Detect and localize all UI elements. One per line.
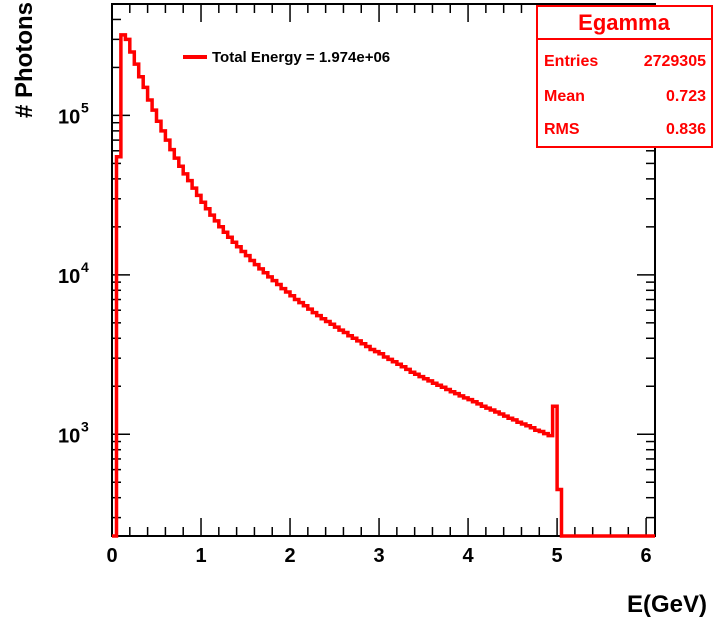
plot-frame xyxy=(111,3,656,537)
y-tick-label-exponent: 5 xyxy=(81,99,89,115)
legend-label: Total Energy = 1.974e+06 xyxy=(212,49,390,66)
x-tick-label: 4 xyxy=(463,545,475,567)
stats-mean-value: 0.723 xyxy=(666,88,706,105)
x-tick-label: 1 xyxy=(195,545,206,567)
histogram-series-line xyxy=(112,33,655,538)
y-axis-title: # Photons xyxy=(11,2,38,118)
stats-box-title: Egamma xyxy=(578,10,670,35)
stats-rms-label: RMS xyxy=(544,121,580,138)
legend: Total Energy = 1.974e+06 xyxy=(183,49,390,66)
y-tick-label: 10 3 xyxy=(58,418,89,447)
y-tick-label: 10 5 xyxy=(58,99,89,128)
y-tick-label-exponent: 3 xyxy=(81,418,89,434)
stats-entries-value: 2729305 xyxy=(644,53,706,70)
stats-box-frame xyxy=(536,5,713,148)
stats-mean-label: Mean xyxy=(544,88,585,105)
x-tick-label: 0 xyxy=(106,545,117,567)
x-tick-label: 5 xyxy=(552,545,563,567)
stats-box: Egamma Entries 2729305 Mean 0.723 RMS 0.… xyxy=(536,5,713,148)
x-tick-label: 2 xyxy=(284,545,295,567)
y-tick-label-base: 10 xyxy=(58,425,80,447)
stats-rms-value: 0.836 xyxy=(666,121,706,138)
y-tick-label: 10 4 xyxy=(58,259,89,288)
y-tick-label-exponent: 4 xyxy=(81,259,89,275)
x-tick-label: 6 xyxy=(641,545,652,567)
x-axis-title: E(GeV) xyxy=(627,591,707,618)
stats-entries-label: Entries xyxy=(544,53,598,70)
x-tick-label: 3 xyxy=(373,545,384,567)
y-tick-label-base: 10 xyxy=(58,106,80,128)
x-axis-tick-labels: 0 1 2 3 4 5 6 xyxy=(106,545,651,567)
y-tick-label-base: 10 xyxy=(58,266,80,288)
